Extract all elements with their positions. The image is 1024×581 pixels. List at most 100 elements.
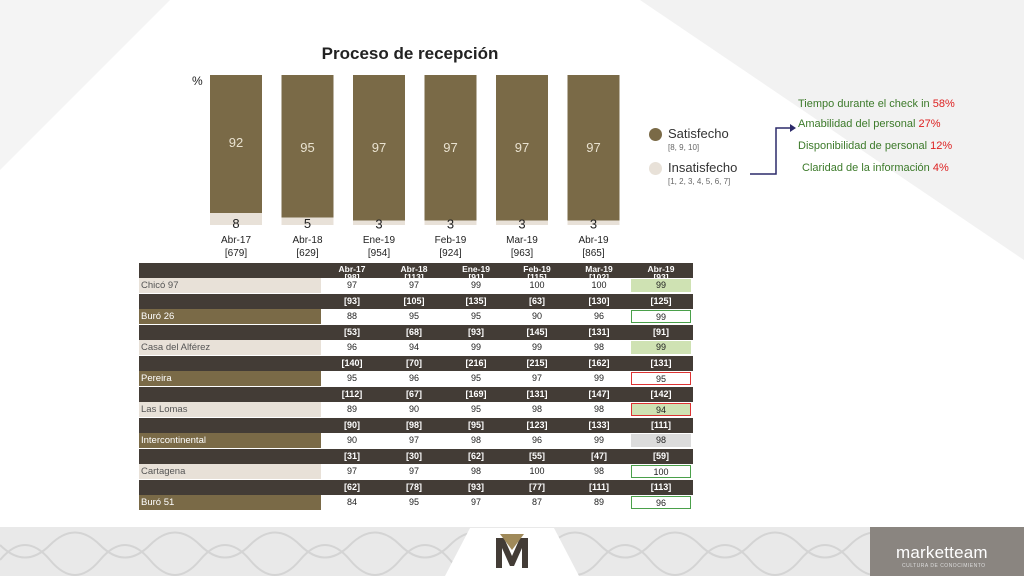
bar-unsatisfied-1 — [281, 217, 334, 225]
value-cell: 99 — [569, 372, 629, 385]
value-cell: 99 — [446, 279, 506, 292]
bar-unsatisfied-2 — [353, 220, 405, 225]
column-header: Abr-18 [113] — [383, 263, 445, 293]
bar-satisfied-1 — [281, 75, 334, 218]
count-cell: [93] — [343, 296, 360, 306]
y-axis-label: % — [192, 74, 203, 88]
count-cell: [113] — [650, 482, 672, 492]
column-header-label: Abr-18 — [400, 264, 428, 274]
count-cell: [93] — [467, 482, 484, 492]
table-row-header: [62] [78] [93] [77] [111] [113] — [139, 480, 693, 495]
column-header: Mar-19 [102] — [568, 263, 630, 293]
count-cell: [216] — [465, 358, 487, 368]
attribute-arrow — [750, 124, 796, 175]
value-cell: 87 — [507, 496, 567, 509]
table-row-values: Intercontinental 90 97 98 96 99 98 — [139, 433, 693, 448]
count-cell: [53] — [343, 327, 360, 337]
table-row: [93] [105] [135] [63] [130] [125] Buró 26 88 95 9… — [139, 294, 693, 324]
attribute-claridad: Claridad de la información 4% — [802, 162, 949, 174]
attribute-checkin-pct: 58% — [932, 98, 955, 110]
x-count-4: [963] — [511, 248, 533, 259]
count-cell: [142] — [650, 389, 672, 399]
count-cell: [133] — [588, 420, 610, 430]
value-cell: 95 — [446, 310, 506, 323]
value-cell: 96 — [569, 310, 629, 323]
count-cell: [169] — [465, 389, 487, 399]
value-cell: 96 — [384, 372, 444, 385]
site-name: Chicó 97 — [139, 278, 321, 293]
count-cell: [105] — [403, 296, 425, 306]
count-cell: [140] — [341, 358, 363, 368]
column-header-count: [91] — [468, 271, 484, 282]
value-cell: 96 — [322, 341, 382, 354]
value-cell: 98 — [569, 465, 629, 478]
label-satisfied-1: 95 — [300, 140, 314, 155]
count-cell: [90] — [343, 420, 360, 430]
table-row-header: [90] [98] [95] [123] [133] [111] — [139, 418, 693, 433]
value-cell: 98 — [446, 465, 506, 478]
count-cell: [125] — [650, 296, 672, 306]
table-row: Abr-17 [98] Abr-18 [113] Ene-19 [91] Feb-19 [11… — [139, 263, 693, 293]
stacked-bar-chart: 92 8 Abr-17 [679] 95 5 Abr-18 [629] 97 3 Ene-19 [95… — [210, 75, 620, 259]
x-count-0: [679] — [225, 248, 247, 259]
value-cell: 94 — [631, 403, 691, 416]
label-unsatisfied-0: 8 — [232, 216, 239, 231]
bar-satisfied-4 — [496, 75, 548, 221]
value-cell: 99 — [446, 341, 506, 354]
label-satisfied-2: 97 — [372, 140, 386, 155]
bar-satisfied-2 — [353, 75, 405, 221]
count-cell: [131] — [588, 327, 610, 337]
label-unsatisfied-2: 3 — [375, 217, 382, 232]
attribute-claridad-text: Claridad de la información — [802, 162, 933, 174]
label-satisfied-4: 97 — [515, 140, 529, 155]
value-cell: 95 — [631, 372, 691, 385]
count-cell: [131] — [526, 389, 548, 399]
x-tick-3: Feb-19 — [435, 235, 467, 246]
x-tick-2: Ene-19 — [363, 235, 396, 246]
bar-satisfied-0 — [210, 75, 262, 213]
value-cell: 98 — [631, 434, 691, 447]
table-row-values: Las Lomas 89 90 95 98 98 94 — [139, 402, 693, 417]
attribute-disponibilidad-text: Disponibilidad de personal — [798, 140, 931, 152]
x-count-1: [629] — [296, 248, 318, 259]
column-header-count: [102] — [589, 271, 609, 282]
x-count-5: [865] — [582, 248, 604, 259]
site-name: Buró 26 — [139, 309, 321, 324]
table-row: [140] [70] [216] [215] [162] [131] Pereira 95 96… — [139, 356, 693, 386]
table-row-values: Cartagena 97 97 98 100 98 100 — [139, 464, 693, 479]
count-cell: [215] — [526, 358, 548, 368]
x-count-2: [954] — [368, 248, 390, 259]
value-cell: 84 — [322, 496, 382, 509]
x-tick-5: Abr-19 — [578, 235, 608, 246]
table-row: [112] [67] [169] [131] [147] [142] Las Lomas 89… — [139, 387, 693, 417]
bar-unsatisfied-0 — [210, 213, 262, 225]
site-name: Casa del Alférez — [139, 340, 321, 355]
bar-unsatisfied-4 — [496, 220, 548, 225]
count-cell: [131] — [650, 358, 672, 368]
x-tick-4: Mar-19 — [506, 235, 538, 246]
label-satisfied-0: 92 — [229, 135, 243, 150]
count-cell: [47] — [590, 451, 607, 461]
legend-unsatisfied-range: [1, 2, 3, 4, 5, 6, 7] — [668, 177, 731, 186]
label-unsatisfied-5: 3 — [590, 217, 597, 232]
count-cell: [31] — [343, 451, 360, 461]
column-header: Abr-19 [93] — [630, 263, 692, 293]
value-cell: 99 — [631, 310, 691, 323]
count-cell: [91] — [652, 327, 669, 337]
table-row-values: Casa del Alférez 96 94 99 99 98 99 — [139, 340, 693, 355]
count-cell: [162] — [588, 358, 610, 368]
site-results-table: Abr-17 [98] Abr-18 [113] Ene-19 [91] Feb-19 [11… — [139, 263, 693, 511]
label-unsatisfied-4: 3 — [518, 217, 525, 232]
column-header-label: Mar-19 — [585, 264, 613, 274]
count-cell: [147] — [588, 389, 610, 399]
count-cell: [111] — [588, 482, 610, 492]
value-cell: 94 — [384, 341, 444, 354]
value-cell: 97 — [384, 279, 444, 292]
legend-satisfied-range: [8, 9, 10] — [668, 143, 700, 152]
x-tick-1: Abr-18 — [292, 235, 322, 246]
count-cell: [130] — [588, 296, 610, 306]
value-cell: 98 — [569, 341, 629, 354]
count-cell: [59] — [652, 451, 669, 461]
count-cell: [68] — [405, 327, 422, 337]
value-cell: 95 — [446, 372, 506, 385]
